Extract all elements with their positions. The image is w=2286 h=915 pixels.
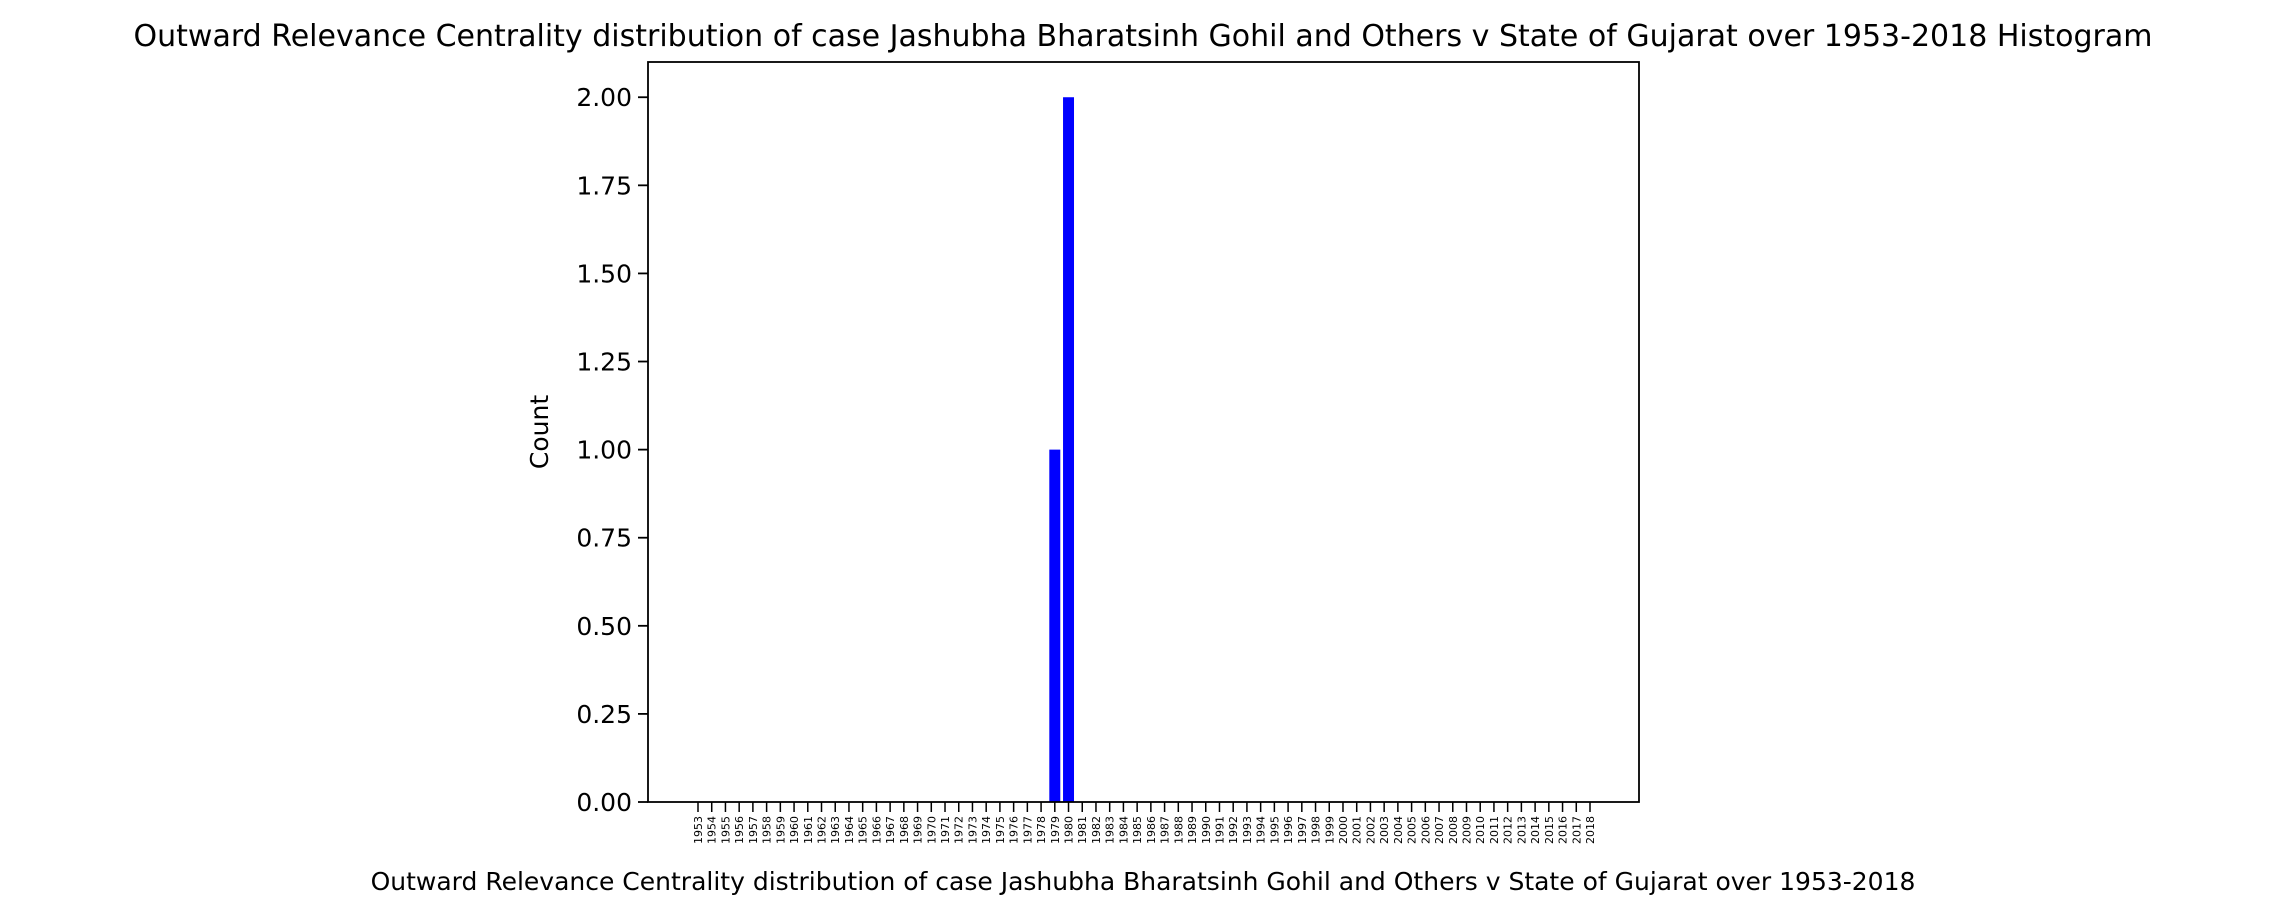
x-tick-label: 1999 xyxy=(1323,816,1336,844)
y-axis: 0.00 0.25 0.50 0.75 1.00 1.25 1.50 1.75 2.00 xyxy=(576,83,648,817)
x-tick-label: 1955 xyxy=(719,816,732,844)
y-tick-label: 0.00 xyxy=(576,788,632,817)
x-tick-label: 1966 xyxy=(870,816,883,844)
x-tick-label: 1993 xyxy=(1241,816,1254,844)
x-tick-label: 1981 xyxy=(1076,816,1089,844)
x-tick-label: 1977 xyxy=(1021,816,1034,844)
x-tick-label: 1960 xyxy=(788,816,801,844)
x-tick-label: 1958 xyxy=(761,816,774,844)
x-tick-label: 2013 xyxy=(1515,816,1528,844)
x-tick-label: 2016 xyxy=(1557,816,1570,844)
bars-group xyxy=(1049,97,1075,802)
x-tick-label: 1992 xyxy=(1227,816,1240,844)
x-tick-label: 1968 xyxy=(898,816,911,844)
x-tick-label: 1986 xyxy=(1145,816,1158,844)
x-axis-label: Outward Relevance Centrality distributio… xyxy=(371,867,1916,896)
x-tick-label: 2003 xyxy=(1378,816,1391,844)
x-tick-label: 1954 xyxy=(706,816,719,844)
x-tick-label: 2011 xyxy=(1488,816,1501,844)
x-tick-label: 1989 xyxy=(1186,816,1199,844)
x-tick-label: 1980 xyxy=(1063,816,1076,844)
y-tick-label: 0.25 xyxy=(576,700,632,729)
x-tick-label: 1970 xyxy=(925,816,938,844)
y-tick-label: 2.00 xyxy=(576,83,632,112)
x-tick-label: 1957 xyxy=(747,816,760,844)
x-tick-label: 1971 xyxy=(939,816,952,844)
x-tick-label: 2004 xyxy=(1392,816,1405,844)
y-tick-label: 1.00 xyxy=(576,436,632,465)
bar-1979 xyxy=(1049,449,1061,802)
x-tick-label: 1984 xyxy=(1117,816,1130,844)
x-tick-label: 1990 xyxy=(1200,816,1213,844)
x-tick-label: 1995 xyxy=(1268,816,1281,844)
x-tick-label: 1987 xyxy=(1159,816,1172,844)
x-tick-label: 1965 xyxy=(857,816,870,844)
x-tick-label: 1978 xyxy=(1035,816,1048,844)
x-tick-label: 2010 xyxy=(1474,816,1487,844)
x-tick-label: 1998 xyxy=(1310,816,1323,844)
x-tick-label: 1969 xyxy=(912,816,925,844)
x-tick-label: 1982 xyxy=(1090,816,1103,844)
bar-1980 xyxy=(1063,97,1075,802)
y-tick-label: 1.50 xyxy=(576,259,632,288)
x-tick-label: 1962 xyxy=(816,816,829,844)
x-tick-label: 2017 xyxy=(1570,816,1583,844)
x-tick-label: 2005 xyxy=(1406,816,1419,844)
x-tick-label: 1975 xyxy=(994,816,1007,844)
x-tick-label: 2001 xyxy=(1351,816,1364,844)
x-tick-label: 2009 xyxy=(1460,816,1473,844)
x-tick-label: 1961 xyxy=(802,816,815,844)
plot-area-frame xyxy=(647,61,1640,803)
x-tick-label: 1985 xyxy=(1131,816,1144,844)
x-tick-label: 1967 xyxy=(884,816,897,844)
x-tick-label: 2008 xyxy=(1447,816,1460,844)
x-tick-label: 2007 xyxy=(1433,816,1446,844)
chart-title: Outward Relevance Centrality distributio… xyxy=(134,19,2153,54)
x-tick-label: 1964 xyxy=(843,816,856,844)
y-tick-label: 1.75 xyxy=(576,171,632,200)
y-tick-label: 0.50 xyxy=(576,612,632,641)
x-tick-label: 1972 xyxy=(953,816,966,844)
x-tick-label: 1974 xyxy=(980,816,993,844)
x-tick-label: 1988 xyxy=(1172,816,1185,844)
x-tick-label: 1996 xyxy=(1282,816,1295,844)
x-tick-label: 2015 xyxy=(1543,816,1556,844)
x-tick-label: 2006 xyxy=(1419,816,1432,844)
y-tick-label: 0.75 xyxy=(576,524,632,553)
y-axis-label: Count xyxy=(525,395,554,469)
x-tick-label: 1973 xyxy=(966,816,979,844)
x-axis: 1953 1954 1955 1956 1957 1958 1959 1960 1961 1962… xyxy=(692,802,1597,844)
x-tick-label: 1956 xyxy=(733,816,746,844)
x-tick-label: 1963 xyxy=(829,816,842,844)
x-tick-label: 1979 xyxy=(1049,816,1062,844)
x-tick-label: 2014 xyxy=(1529,816,1542,844)
x-tick-label: 1997 xyxy=(1296,816,1309,844)
x-tick-label: 2018 xyxy=(1584,816,1597,844)
x-tick-label: 1994 xyxy=(1255,816,1268,844)
y-tick-label: 1.25 xyxy=(576,348,632,377)
x-tick-label: 1959 xyxy=(774,816,787,844)
x-tick-label: 1991 xyxy=(1213,816,1226,844)
x-tick-label: 1953 xyxy=(692,816,705,844)
x-tick-label: 2002 xyxy=(1364,816,1377,844)
x-tick-label: 1983 xyxy=(1104,816,1117,844)
x-tick-label: 2012 xyxy=(1502,816,1515,844)
x-tick-label: 2000 xyxy=(1337,816,1350,844)
x-tick-label: 1976 xyxy=(1008,816,1021,844)
